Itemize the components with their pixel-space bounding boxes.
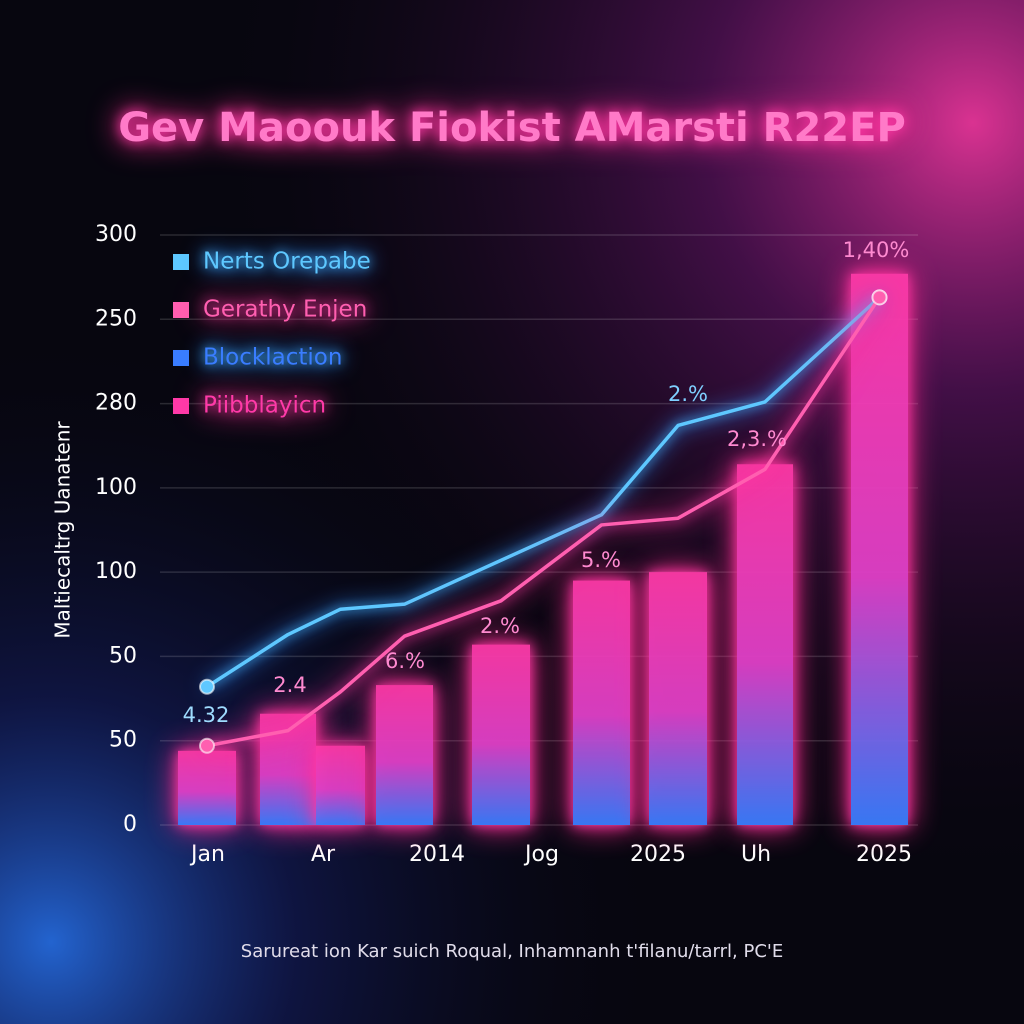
legend-swatch (173, 350, 189, 366)
annotation: 2.% (480, 614, 520, 638)
line (206, 296, 881, 689)
x-tick-label: Ar (311, 842, 336, 867)
annotation: 2.% (668, 382, 708, 406)
y-tick-label: 280 (95, 391, 137, 416)
legend-swatch (173, 398, 189, 414)
x-tick-label: 2025 (856, 842, 912, 867)
bar (376, 685, 433, 825)
point (199, 678, 215, 695)
x-tick-label: Jan (189, 842, 225, 867)
bar (316, 745, 365, 825)
x-tick-label: 2014 (409, 842, 465, 867)
annotation: 5.% (581, 548, 621, 572)
line (206, 296, 881, 748)
annotation: 6.% (385, 649, 425, 673)
y-tick-label: 300 (95, 222, 137, 247)
x-tick-label: Uh (741, 842, 771, 867)
annotation: 4.32 (183, 703, 230, 727)
footer: Sarureat ion Kar suich Roqual, Inhamnanh… (241, 941, 783, 962)
legend-label: Gerathy Enjen (203, 297, 367, 323)
y-tick-label: 100 (95, 559, 137, 584)
y-tick-label: 50 (109, 643, 137, 668)
bar (573, 580, 630, 825)
y-tick-label: 0 (123, 812, 137, 837)
bar (178, 750, 236, 825)
chart-title: Gev Maoouk Fiokist AMarsti R22EP (118, 105, 906, 151)
bar (851, 273, 908, 825)
annotation: 1,40% (843, 238, 910, 262)
legend-swatch (173, 302, 189, 318)
bar (737, 464, 793, 825)
legend-label: Blocklaction (203, 345, 342, 371)
y-axis-label: Maltiecaltrg Uanatenr (51, 421, 75, 639)
point (199, 737, 215, 754)
legend-label: Piibblayicn (203, 393, 326, 419)
legend-swatch (173, 254, 189, 270)
y-tick-label: 50 (109, 728, 137, 753)
bar (472, 644, 530, 825)
annotation: 2,3.% (727, 427, 787, 451)
annotation: 2.4 (273, 673, 306, 697)
x-tick-label: Jog (523, 842, 559, 867)
y-tick-label: 100 (95, 475, 137, 500)
y-tick-label: 250 (95, 306, 137, 331)
x-tick-label: 2025 (630, 842, 686, 867)
legend-label: Nerts Orepabe (203, 249, 371, 275)
point (871, 289, 888, 306)
bar (649, 572, 707, 825)
